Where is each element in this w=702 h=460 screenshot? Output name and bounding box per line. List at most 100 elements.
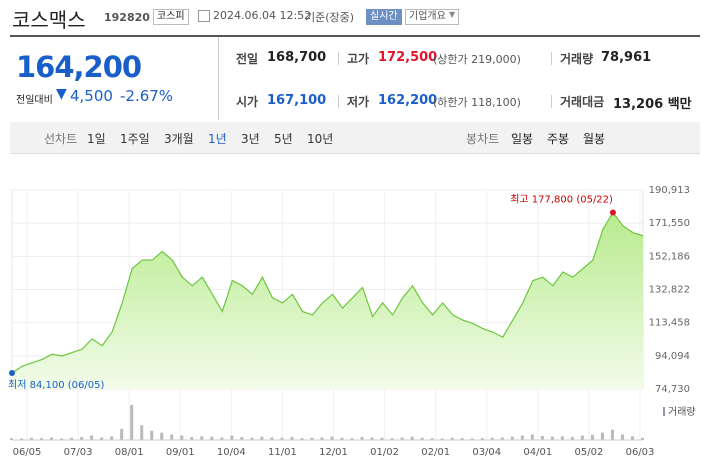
stat-label: 저가: [347, 95, 370, 109]
volume-bar: [290, 437, 294, 440]
realtime-button[interactable]: 실시간: [366, 9, 402, 25]
period-tab[interactable]: 3년: [241, 132, 260, 146]
price-area: [12, 212, 643, 389]
volume-bar: [610, 429, 614, 440]
high-label: 최고 177,800 (05/22): [510, 193, 613, 205]
change-rate: -2.67%: [120, 87, 174, 105]
stat-label: 시가: [236, 95, 259, 109]
period-tab[interactable]: 3개월: [164, 132, 194, 146]
volume-bar: [580, 435, 584, 440]
candle-tab[interactable]: 주봉: [547, 132, 570, 146]
volume-bar: [60, 438, 64, 440]
volume-bar: [520, 435, 524, 440]
volume-bar: [460, 438, 464, 440]
x-tick-label: 09/01: [166, 447, 195, 458]
volume-bar: [260, 436, 264, 440]
candle-tab[interactable]: 월봉: [583, 132, 606, 146]
volume-bar: [20, 438, 24, 440]
volume-bar: [70, 437, 74, 440]
volume-bar: [390, 438, 394, 440]
stat-value: 172,500: [378, 50, 438, 65]
volume-bar: [370, 437, 374, 440]
stat-label: 전일: [236, 52, 259, 66]
stat-value: 78,961: [601, 50, 652, 65]
stat-value: 162,200: [378, 93, 438, 108]
volume-bar: [210, 436, 214, 440]
tab-label: 선차트: [44, 132, 78, 146]
period-tab[interactable]: 1년: [208, 132, 227, 146]
price-line: [11, 211, 644, 374]
period-tab[interactable]: 1주일: [120, 132, 150, 146]
calendar-icon: [198, 10, 210, 22]
volume-bar: [120, 428, 124, 440]
volume-bar: [400, 437, 404, 440]
change: 4,500: [70, 87, 113, 105]
volume-bar: [10, 438, 13, 440]
stat-extra: (하한가 118,100): [433, 96, 521, 109]
divider: [551, 52, 552, 65]
volume-bar: [630, 436, 634, 440]
volume-bar: [350, 438, 354, 440]
candle-tab[interactable]: 일봉: [511, 132, 534, 146]
volume-bar: [380, 437, 384, 440]
volume-bar: [150, 430, 154, 440]
volume-bar: [320, 437, 324, 440]
volume-bar: [500, 437, 504, 440]
stat-value: 167,100: [267, 93, 327, 108]
volume-bar: [110, 436, 114, 440]
low-marker: [9, 369, 15, 376]
volume-bar: [600, 432, 604, 440]
x-tick-label: 07/03: [64, 447, 93, 458]
volume-bar: [200, 436, 204, 440]
volume-bar: [80, 437, 84, 440]
volume-bar: [480, 438, 484, 440]
volume-bar: [530, 434, 534, 440]
volume-bar: [330, 436, 334, 440]
stock-name: 코스맥스: [12, 8, 86, 32]
y-tick-label: 171,550: [649, 218, 690, 229]
volume-bar: [40, 438, 44, 440]
volume-bar: [450, 437, 454, 440]
datetime: 2024.06.04 12:52: [213, 9, 312, 22]
volume-bar: [30, 437, 34, 440]
volume-bar: [560, 436, 564, 440]
period-tab[interactable]: 1일: [87, 132, 106, 146]
volume-bar: [440, 438, 444, 440]
volume-bar: [490, 437, 494, 440]
x-tick-label: 05/02: [575, 447, 604, 458]
stock-code: 192820: [104, 11, 150, 24]
x-tick-label: 11/01: [268, 447, 297, 458]
x-tick-label: 10/04: [217, 447, 246, 458]
overview-button[interactable]: 기업개요: [405, 9, 459, 25]
y-tick-label: 132,822: [649, 284, 690, 295]
stat-label: 고가: [347, 52, 370, 66]
x-tick-label: 08/01: [115, 447, 144, 458]
x-tick-label: 06/05: [13, 447, 42, 458]
volume-bar: [130, 405, 134, 440]
volume-bar: [180, 435, 184, 440]
period-tab[interactable]: 5년: [274, 132, 293, 146]
stat-label: 거래량: [560, 52, 594, 66]
x-tick-label: 03/04: [472, 447, 501, 458]
price: 164,200: [16, 50, 142, 84]
low-label: 최저 84,100 (06/05): [8, 379, 104, 391]
volume-bar: [300, 438, 304, 440]
stat-value: 13,206 백만: [613, 97, 692, 112]
divider: [338, 95, 339, 108]
dropdown-icon: ▼: [449, 10, 456, 19]
volume-bar: [270, 437, 274, 440]
stat-value: 168,700: [267, 50, 327, 65]
volume-bar: [170, 434, 174, 440]
volume-legend-icon: [663, 407, 665, 416]
volume-bar: [50, 437, 54, 440]
tab-bar: [10, 122, 700, 154]
period-tab[interactable]: 10년: [307, 132, 334, 146]
volume-bar: [510, 436, 514, 440]
market: 코스피: [153, 9, 189, 25]
down-icon: ▼: [56, 86, 67, 102]
volume-bar: [230, 435, 234, 440]
volume-bar: [570, 437, 574, 440]
stat-extra: (상한가 219,000): [433, 53, 521, 66]
divider: [551, 95, 552, 108]
volume-bar: [90, 435, 94, 440]
